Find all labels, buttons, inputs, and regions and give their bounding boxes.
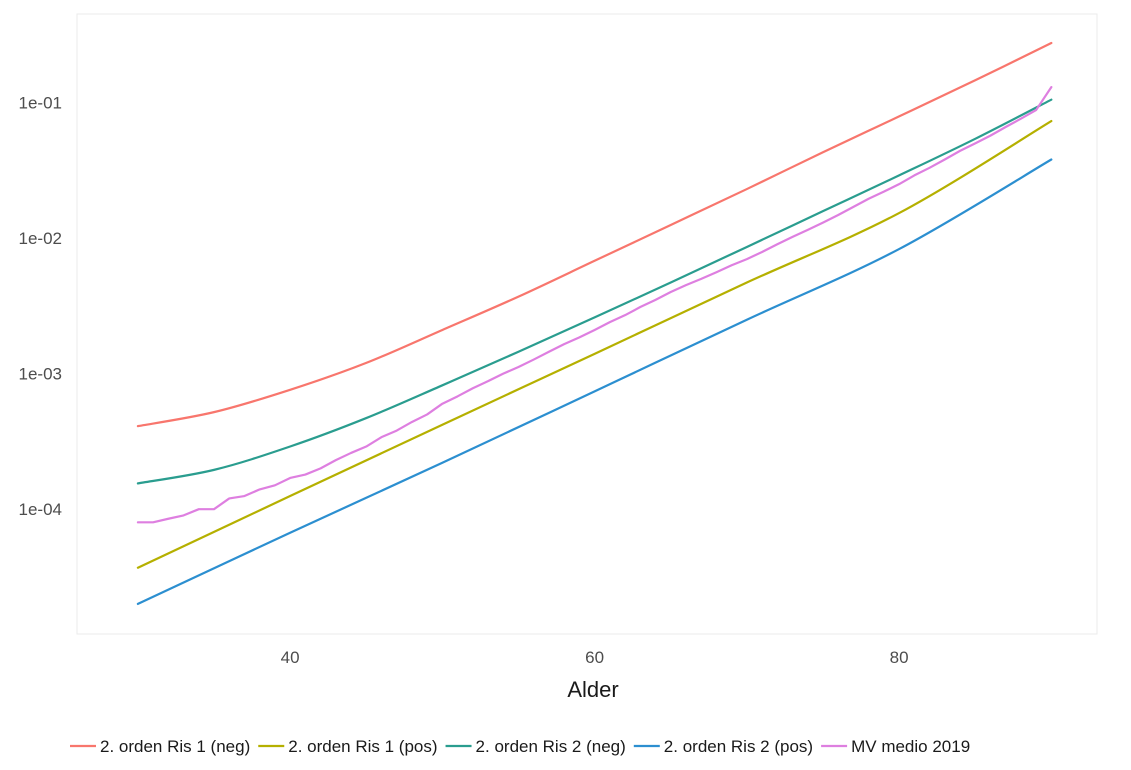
- x-tick-label: 40: [281, 648, 300, 667]
- series-line-2: [136, 119, 1053, 569]
- y-axis-ticks: 1e-04 1e-03 1e-02 1e-01: [19, 94, 62, 520]
- legend-label-4: 2. orden Ris 2 (pos): [664, 737, 813, 756]
- series-line-4: [136, 158, 1053, 606]
- series-line-3: [136, 98, 1053, 485]
- y-tick-label: 1e-04: [19, 500, 62, 519]
- y-tick-label: 1e-03: [19, 365, 62, 384]
- plot-panel-border: [76, 13, 1098, 635]
- legend-label-5: MV medio 2019: [851, 737, 970, 756]
- legend-label-1: 2. orden Ris 1 (neg): [100, 737, 250, 756]
- x-tick-label: 60: [585, 648, 604, 667]
- x-axis-ticks: 40 60 80: [281, 648, 909, 667]
- series-line-5: [136, 86, 1053, 524]
- legend-label-2: 2. orden Ris 1 (pos): [288, 737, 437, 756]
- legend: 2. orden Ris 1 (neg) 2. orden Ris 1 (pos)…: [70, 737, 970, 756]
- legend-label-3: 2. orden Ris 2 (neg): [476, 737, 626, 756]
- y-tick-label: 1e-02: [19, 229, 62, 248]
- x-tick-label: 80: [890, 648, 909, 667]
- series-line-1: [136, 41, 1053, 428]
- series-layer: [136, 41, 1053, 606]
- x-axis-title: Alder: [567, 677, 618, 702]
- y-tick-label: 1e-01: [19, 94, 62, 113]
